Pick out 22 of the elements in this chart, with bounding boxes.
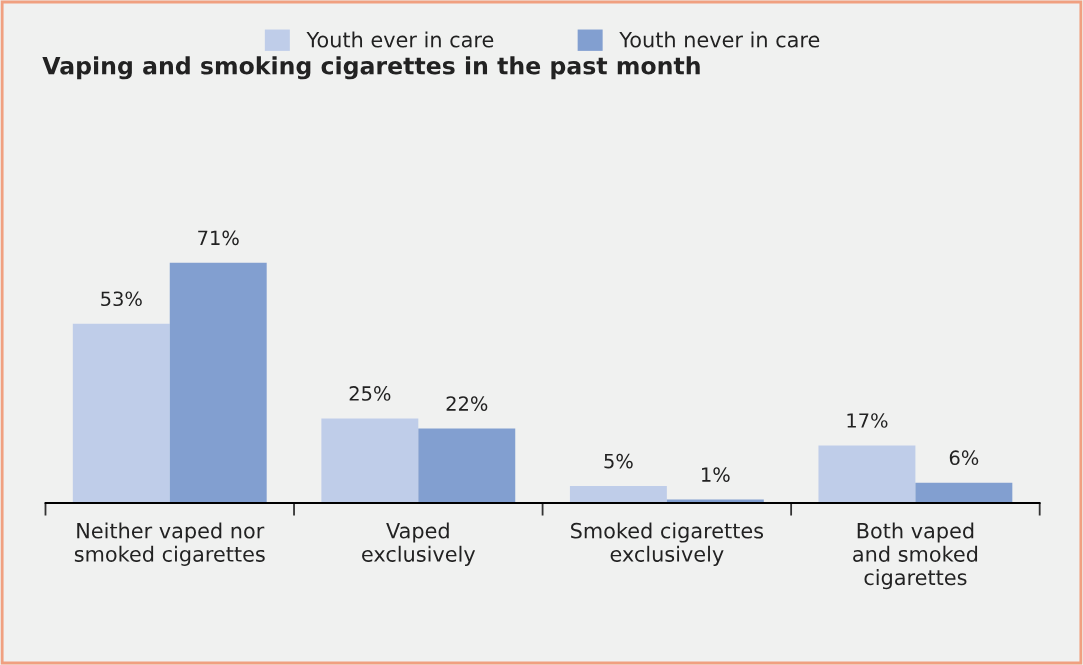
data-label: 22% [446,396,488,411]
x-tick-label: Both vaped and smoked cigarettes [853,522,978,590]
x-tick-label: Smoked cigarettes exclusively [571,522,764,566]
bar [569,486,667,504]
bar [915,482,1013,504]
data-label: 25% [349,386,391,401]
x-tick-label: Neither vaped nor smoked cigarettes [74,522,265,566]
data-label: 71% [198,230,239,246]
bar [72,323,170,504]
data-label: 5% [604,453,633,469]
legend-label: Youth ever in care [306,31,494,48]
bar [321,418,419,504]
bar [418,428,516,504]
bar [818,445,916,504]
legend-label: Youth never in care [619,31,820,48]
data-label: 17% [847,413,888,428]
data-label: 6% [949,450,979,466]
data-label: 1% [702,467,730,482]
bar [169,262,267,504]
data-label: 53% [101,291,142,307]
chart-title: Vaping and smoking cigarettes in the past month [42,56,700,80]
x-tick-label: Vaped exclusively [362,522,476,566]
